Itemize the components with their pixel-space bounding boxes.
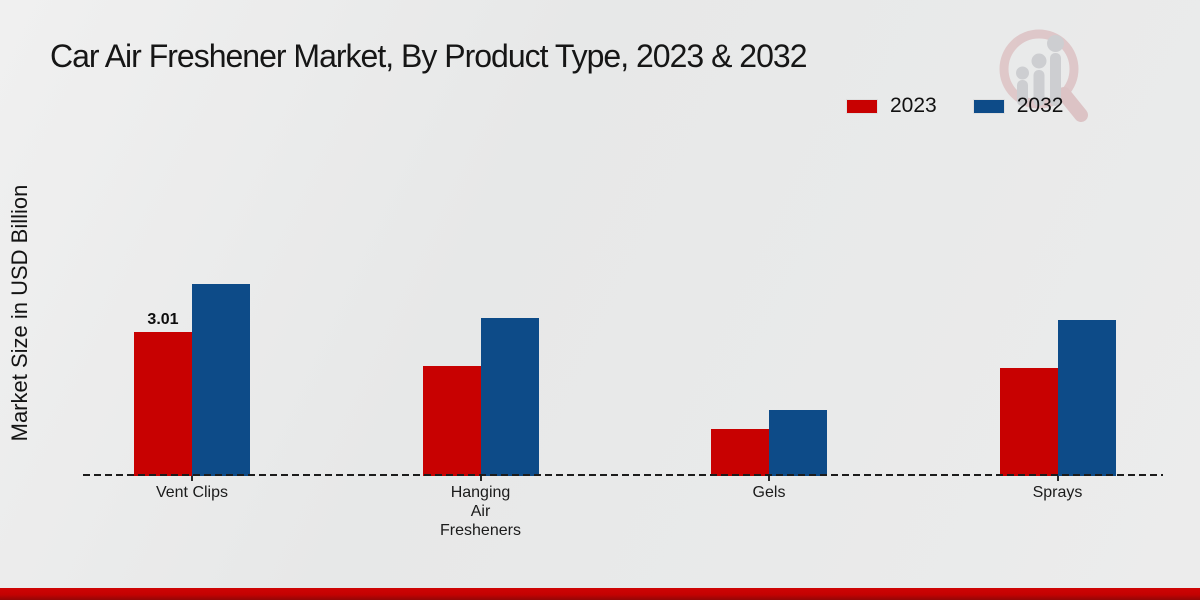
magnifier-handle-icon — [1057, 87, 1088, 122]
category-label-line: Hanging — [450, 484, 511, 501]
bar-2023-hanging-air-fresheners — [422, 366, 481, 476]
bar-2032-vent-clips — [192, 284, 250, 476]
legend-item-2032: 2032 — [972, 94, 1064, 118]
x-axis-tick-hanging-air-fresheners — [479, 476, 482, 481]
category-label-line: Vent Clips — [155, 484, 229, 501]
bar-value-label-2023-vent-clips: 3.01 — [147, 311, 179, 328]
bar-growth-icon — [1016, 35, 1064, 106]
legend-swatch-0 — [846, 98, 878, 114]
category-label-gels: Gels — [679, 483, 859, 502]
x-axis-tick-vent-clips — [191, 476, 193, 481]
legend-label-2032: 2032 — [1016, 94, 1064, 117]
legend-swatch-1 — [972, 98, 1005, 114]
category-label-line: Sprays — [1032, 484, 1083, 501]
footer-red-bar — [0, 588, 1200, 600]
legend-item-2023: 2023 — [846, 94, 937, 118]
category-label-hanging-air-fresheners: Hanging Air Fresheners — [391, 483, 571, 540]
x-axis-tick-gels — [768, 476, 770, 481]
bar-2023-gels — [711, 429, 769, 476]
chart-title: Car Air Freshener Market, By Product Typ… — [50, 38, 807, 74]
category-label-vent-clips: Vent Clips — [102, 483, 282, 502]
legend: 2023 2032 — [846, 94, 1063, 118]
category-label-line: Air — [470, 503, 491, 520]
x-axis-dashed-line — [83, 474, 1163, 476]
category-label-line: Fresheners — [440, 522, 521, 539]
category-label-line: Gels — [752, 484, 786, 501]
y-axis-title: Market Size in USD Billion — [7, 184, 32, 442]
bar-2032-sprays — [1057, 320, 1116, 476]
bar-2032-hanging-air-fresheners — [480, 318, 539, 476]
market-research-future-logo-watermark — [999, 29, 1088, 122]
category-label-sprays: Sprays — [968, 483, 1148, 502]
bar-2023-vent-clips — [134, 332, 192, 476]
bar-2032-gels — [769, 410, 827, 476]
x-axis-tick-sprays — [1056, 476, 1059, 481]
legend-label-2023: 2023 — [890, 94, 937, 117]
bar-2023-sprays — [999, 368, 1058, 476]
